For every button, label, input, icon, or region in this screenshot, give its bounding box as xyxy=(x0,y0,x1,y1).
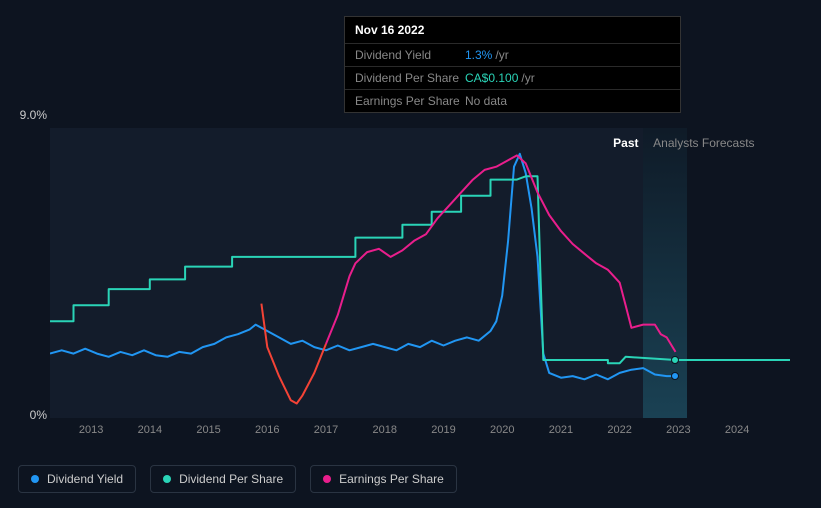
tooltip-row-value: 1.3% xyxy=(465,48,492,62)
legend-dot xyxy=(31,475,39,483)
tooltip-row-value: No data xyxy=(465,94,507,108)
x-tick: 2016 xyxy=(255,424,279,436)
x-tick: 2021 xyxy=(549,424,573,436)
x-tick: 2015 xyxy=(196,424,220,436)
toggle-past[interactable]: Past xyxy=(613,136,638,150)
series-dividend_yield xyxy=(50,154,676,379)
legend-label: Earnings Per Share xyxy=(339,472,444,486)
series-end-dot-dividend_per_share xyxy=(671,356,679,364)
tooltip-row-label: Earnings Per Share xyxy=(355,94,465,108)
x-tick: 2023 xyxy=(666,424,690,436)
tooltip-row-suffix: /yr xyxy=(521,71,534,85)
x-tick: 2014 xyxy=(138,424,162,436)
legend-label: Dividend Per Share xyxy=(179,472,283,486)
toggle-forecast[interactable]: Analysts Forecasts xyxy=(653,136,754,150)
x-tick: 2022 xyxy=(607,424,631,436)
tooltip-row: Dividend Per ShareCA$0.100/yr xyxy=(345,66,680,89)
tooltip-date: Nov 16 2022 xyxy=(345,17,680,43)
tooltip-row-label: Dividend Per Share xyxy=(355,71,465,85)
x-tick: 2017 xyxy=(314,424,338,436)
tooltip-row: Earnings Per ShareNo data xyxy=(345,89,680,112)
legend-dot xyxy=(323,475,331,483)
series-end-dot-dividend_yield xyxy=(671,372,679,380)
x-tick: 2018 xyxy=(373,424,397,436)
tooltip-row-suffix: /yr xyxy=(495,48,508,62)
legend-dot xyxy=(163,475,171,483)
tooltip-row: Dividend Yield1.3%/yr xyxy=(345,43,680,66)
legend-item[interactable]: Earnings Per Share xyxy=(310,465,457,493)
x-axis: 2013 2014 2015 2016 2017 2018 2019 2020 2021 2022… xyxy=(50,418,790,438)
hover-tooltip: Nov 16 2022 Dividend Yield1.3%/yrDividen… xyxy=(344,16,681,113)
tooltip-row-label: Dividend Yield xyxy=(355,48,465,62)
legend-item[interactable]: Dividend Per Share xyxy=(150,465,296,493)
y-axis-min: 0% xyxy=(0,408,47,422)
series-earnings_per_share xyxy=(261,304,326,404)
x-tick: 2020 xyxy=(490,424,514,436)
series-earnings_per_share xyxy=(326,155,676,352)
y-axis-max: 9.0% xyxy=(0,108,47,122)
x-tick: 2019 xyxy=(431,424,455,436)
legend-item[interactable]: Dividend Yield xyxy=(18,465,136,493)
legend: Dividend Yield Dividend Per Share Earnings… xyxy=(18,465,457,493)
x-tick: 2013 xyxy=(79,424,103,436)
chart-plot-area[interactable] xyxy=(50,128,790,418)
legend-label: Dividend Yield xyxy=(47,472,123,486)
tooltip-row-value: CA$0.100 xyxy=(465,71,518,85)
series-dividend_per_share xyxy=(50,176,790,363)
x-tick: 2024 xyxy=(725,424,749,436)
